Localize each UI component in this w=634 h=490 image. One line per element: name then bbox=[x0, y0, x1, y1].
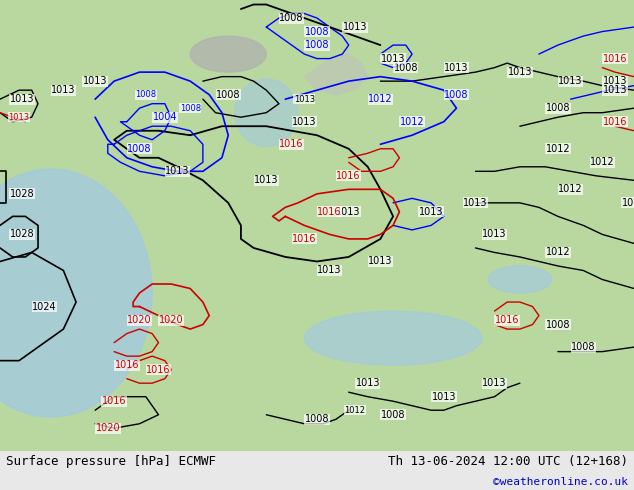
Text: 1013: 1013 bbox=[318, 266, 342, 275]
Ellipse shape bbox=[235, 79, 298, 147]
Text: 1008: 1008 bbox=[280, 13, 304, 23]
Text: 1016: 1016 bbox=[115, 360, 139, 370]
Text: 1016: 1016 bbox=[318, 207, 342, 217]
Text: 1008: 1008 bbox=[444, 90, 469, 99]
Text: 1012: 1012 bbox=[622, 198, 634, 208]
Text: 1020: 1020 bbox=[159, 315, 183, 325]
Text: 1013: 1013 bbox=[343, 22, 367, 32]
Text: 1008: 1008 bbox=[546, 103, 570, 113]
Text: 1012: 1012 bbox=[400, 117, 424, 127]
Polygon shape bbox=[304, 54, 368, 95]
Text: 1012: 1012 bbox=[546, 247, 570, 257]
Text: 1013: 1013 bbox=[444, 63, 469, 73]
Text: 1012: 1012 bbox=[590, 157, 614, 167]
Text: 1016: 1016 bbox=[495, 315, 519, 325]
Text: 1008: 1008 bbox=[381, 410, 405, 420]
Text: 1012: 1012 bbox=[344, 406, 366, 415]
Text: 1004: 1004 bbox=[153, 112, 177, 122]
Text: 1020: 1020 bbox=[127, 315, 152, 325]
Text: 1013: 1013 bbox=[482, 229, 507, 240]
Text: 1016: 1016 bbox=[337, 171, 361, 181]
Text: 1013: 1013 bbox=[356, 378, 380, 388]
Text: 1013: 1013 bbox=[432, 392, 456, 402]
Text: 1028: 1028 bbox=[10, 229, 34, 240]
Ellipse shape bbox=[304, 311, 482, 365]
Text: 1012: 1012 bbox=[368, 94, 392, 104]
Ellipse shape bbox=[190, 36, 266, 72]
Text: 1013: 1013 bbox=[292, 117, 316, 127]
Text: 1020: 1020 bbox=[96, 423, 120, 433]
Ellipse shape bbox=[0, 169, 152, 417]
Text: 1013: 1013 bbox=[368, 256, 392, 267]
Text: 1008: 1008 bbox=[305, 40, 329, 50]
Text: 1013: 1013 bbox=[165, 166, 190, 176]
Text: 1013: 1013 bbox=[294, 95, 315, 104]
Text: 1008: 1008 bbox=[216, 90, 240, 99]
Text: 1008: 1008 bbox=[571, 342, 595, 352]
Text: 1024: 1024 bbox=[32, 301, 56, 312]
Text: 1012: 1012 bbox=[546, 144, 570, 154]
Text: 1028: 1028 bbox=[10, 189, 34, 199]
Text: 1008: 1008 bbox=[546, 319, 570, 330]
Text: 1013: 1013 bbox=[51, 85, 75, 95]
Text: 1013: 1013 bbox=[482, 378, 507, 388]
Text: 1016: 1016 bbox=[280, 139, 304, 149]
Text: 1013: 1013 bbox=[508, 67, 532, 77]
Text: 1013: 1013 bbox=[83, 76, 107, 86]
Text: 1016: 1016 bbox=[603, 53, 627, 64]
Text: 1016: 1016 bbox=[102, 396, 126, 406]
Text: Th 13-06-2024 12:00 UTC (12+168): Th 13-06-2024 12:00 UTC (12+168) bbox=[387, 455, 628, 468]
Text: 1013: 1013 bbox=[254, 175, 278, 185]
Text: 1008: 1008 bbox=[179, 104, 201, 113]
Text: 1013: 1013 bbox=[8, 113, 30, 122]
Text: 1013: 1013 bbox=[419, 207, 443, 217]
Text: 1016: 1016 bbox=[146, 365, 171, 375]
Ellipse shape bbox=[488, 266, 552, 293]
Text: ©weatheronline.co.uk: ©weatheronline.co.uk bbox=[493, 477, 628, 487]
Text: 1012: 1012 bbox=[559, 184, 583, 195]
Text: 1008: 1008 bbox=[127, 144, 152, 154]
Text: 1013: 1013 bbox=[337, 207, 361, 217]
Text: 1008: 1008 bbox=[305, 414, 329, 424]
Text: 1013: 1013 bbox=[603, 76, 627, 86]
Text: 1016: 1016 bbox=[603, 117, 627, 127]
Text: 1013: 1013 bbox=[10, 94, 34, 104]
Text: 1008: 1008 bbox=[394, 63, 418, 73]
Text: 1013: 1013 bbox=[381, 53, 405, 64]
Text: Surface pressure [hPa] ECMWF: Surface pressure [hPa] ECMWF bbox=[6, 455, 216, 468]
Text: 1008: 1008 bbox=[305, 26, 329, 37]
Text: 1008: 1008 bbox=[135, 90, 157, 99]
Text: 1013: 1013 bbox=[463, 198, 488, 208]
Text: 1016: 1016 bbox=[292, 234, 316, 244]
Text: 1013: 1013 bbox=[559, 76, 583, 86]
Text: 1013: 1013 bbox=[603, 85, 627, 95]
